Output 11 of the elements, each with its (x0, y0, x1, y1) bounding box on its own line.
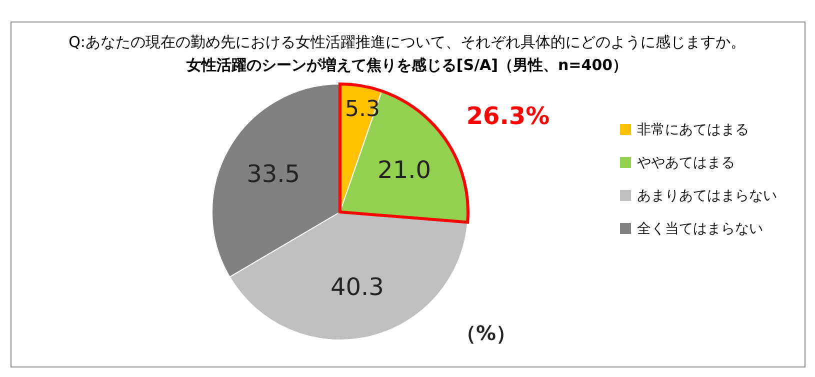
text: 26.3% (466, 102, 550, 130)
data-label: 33.5 (246, 160, 300, 188)
chart-title: Q:あなたの現在の勤め先における女性活躍推進について、それぞれ具体的にどのように感じますか。 (68, 33, 746, 51)
legend-label: あまりあてはまらない (637, 188, 777, 204)
legend-label: ややあてはまる (637, 155, 735, 171)
data-label: 21.0 (378, 156, 431, 184)
data-label: 40.3 (330, 272, 384, 301)
text: （%） (456, 321, 516, 345)
chart-subtitle: 女性活躍のシーンが増えて焦りを感じる[S/A]（男性、n=400） (185, 56, 628, 74)
legend-label: 非常にあてはまる (637, 122, 749, 138)
legend-label: 全く当てはまらない (637, 221, 763, 237)
